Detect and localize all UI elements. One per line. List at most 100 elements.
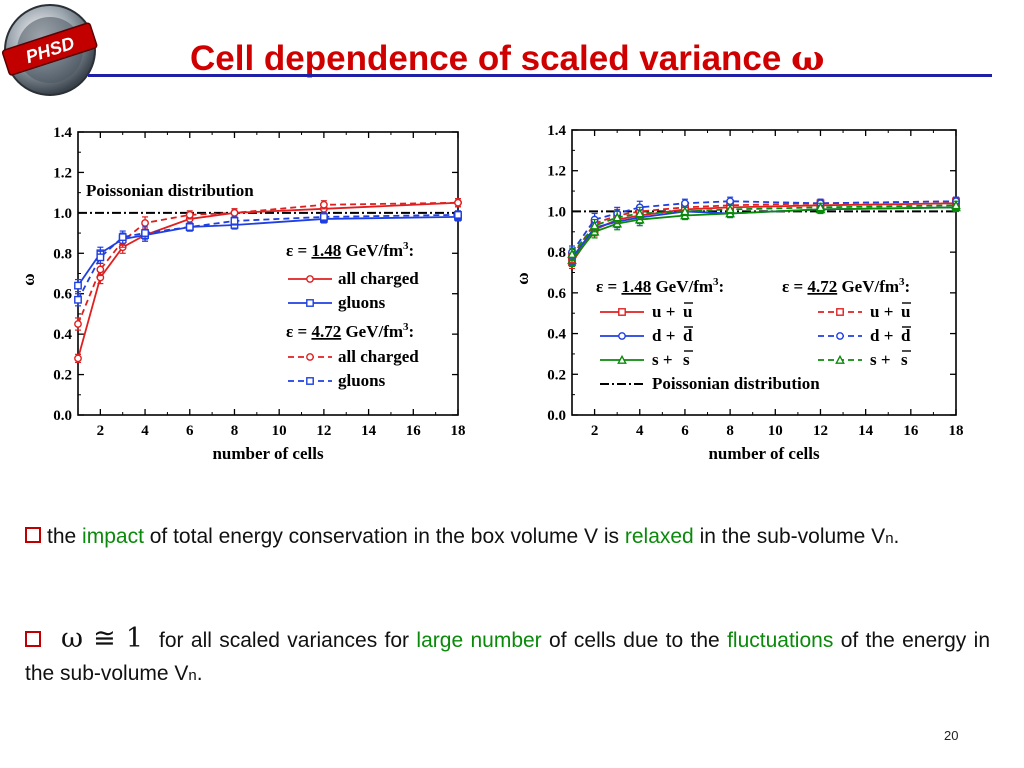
data-point [319,200,328,209]
bullet-2-end: . [196,662,203,685]
chart-right: 0.0 0.2 0.4 0.6 0.8 1.0 1.2 1.4 2 4 6 8 10 12 14 16 18 nu… [513,123,964,463]
x-tick-label: 6 [186,423,194,439]
y-tick-label: 0.0 [547,408,566,424]
data-point [118,233,127,242]
legend-label: s + [870,350,891,369]
checkbox-icon [25,631,41,647]
chart-left: 0.0 0.2 0.4 0.6 0.8 1.0 1.2 1.4 2 4 6 8 10 12 14 16 18 nu… [19,125,466,463]
series-line [77,201,459,359]
plot-frame [571,129,957,416]
data-point [230,208,239,217]
data-point [230,217,239,225]
legend-all-charged-1-marker [306,275,314,283]
y-tick-label: 0.6 [53,287,72,303]
page-title: Cell dependence of scaled variance ω [190,38,824,79]
y-axis-label: ω [19,273,38,285]
x-tick-label: 14 [858,423,874,439]
x-tick-label: 14 [361,423,377,439]
x-tick-label: 8 [726,423,734,439]
data-point [319,212,328,221]
legend-antiquark: s [683,350,690,369]
x-tick-label: 16 [406,423,422,439]
legend-antiquark: d [901,326,911,345]
bullet-2: ω ≅ 1 for all scaled variances for large … [25,622,990,692]
x-tick-label: 2 [97,423,105,439]
data-point [74,281,82,290]
data-point [74,295,82,304]
legend-label: d + [652,326,675,345]
legend-label: gluons [338,293,386,312]
series-line [571,200,957,257]
legend-eps-2: ε = 4.72 GeV/fm3: [782,276,910,296]
data-point [141,219,149,227]
bullet-1: the impact of total energy conservation … [25,520,990,555]
y-tick-label: 0.2 [53,368,72,384]
x-tick-label: 2 [591,423,599,439]
y-tick-label: 1.4 [547,123,566,139]
y-tick-label: 0.4 [53,327,72,343]
bullet-1-word-1: the [47,525,77,548]
x-tick-label: 12 [316,423,331,439]
bullet-1-subscript: n [885,530,894,547]
legend-antiquark: u [683,302,692,321]
page-number: 20 [944,728,959,743]
x-tick-label: 12 [813,423,828,439]
legend-label: all charged [338,347,419,366]
x-tick-label: 18 [451,423,466,439]
bullet-1-word-3: in the sub-volume V [699,525,886,548]
legend-s-2-marker [835,354,845,364]
y-tick-label: 1.0 [547,204,566,220]
legend-label: gluons [338,371,386,390]
bullet-2-word-1: for all scaled variances for [159,629,410,652]
data-point [726,197,735,206]
bullet-2-word-2: of cells due to the [549,629,720,652]
phsd-logo: PHSD [2,4,98,96]
bullet-2-subscript: n [188,667,197,684]
legend-label: all charged [338,269,419,288]
y-tick-label: 1.2 [547,164,566,180]
data-point [725,204,735,214]
legend-u-2-marker [836,308,844,316]
y-tick-label: 0.8 [547,245,566,261]
x-tick-label: 4 [636,423,644,439]
y-tick-label: 1.2 [53,165,72,181]
series-line [571,204,957,255]
bullet-1-word-2: of total energy conservation in the box … [149,525,620,548]
data-point [185,223,194,231]
y-tick-label: 0.8 [53,246,72,262]
omega-formula: ω ≅ 1 [61,623,144,654]
y-tick-label: 0.0 [53,408,72,424]
bullet-2-highlight-2: fluctuations [727,629,834,652]
y-axis-label: ω [513,272,532,284]
legend-u-1-marker [618,308,626,316]
title-text: Cell dependence of scaled variance [190,39,782,78]
data-point [951,200,961,210]
omega-symbol: ω [791,38,825,79]
data-point [815,202,826,212]
series-line [77,201,459,325]
legend-label: s + [652,350,673,369]
x-tick-label: 16 [903,423,919,439]
legend-label: u + [870,302,893,321]
legend-eps-1: ε = 1.48 GeV/fm3: [596,276,724,296]
x-tick-label: 8 [231,423,239,439]
checkbox-icon [25,527,41,543]
legend-label: d + [870,326,893,345]
data-point [74,354,82,363]
data-point [185,210,194,219]
x-tick-label: 10 [272,423,287,439]
legend-s-1-marker [617,354,627,364]
legend-eps-1: ε = 1.48 GeV/fm3: [286,240,414,260]
legend-d-1-marker [618,332,626,340]
data-point [567,248,577,259]
y-tick-label: 1.4 [53,125,72,141]
legend-antiquark: u [901,302,910,321]
data-point [74,320,82,328]
legend-gluons-1-marker [306,299,314,307]
data-point [680,206,690,216]
data-point [681,199,689,208]
bullet-1-end: . [893,525,900,548]
y-tick-label: 1.0 [53,206,72,222]
x-axis-label: number of cells [708,444,820,463]
x-tick-label: 18 [949,423,964,439]
